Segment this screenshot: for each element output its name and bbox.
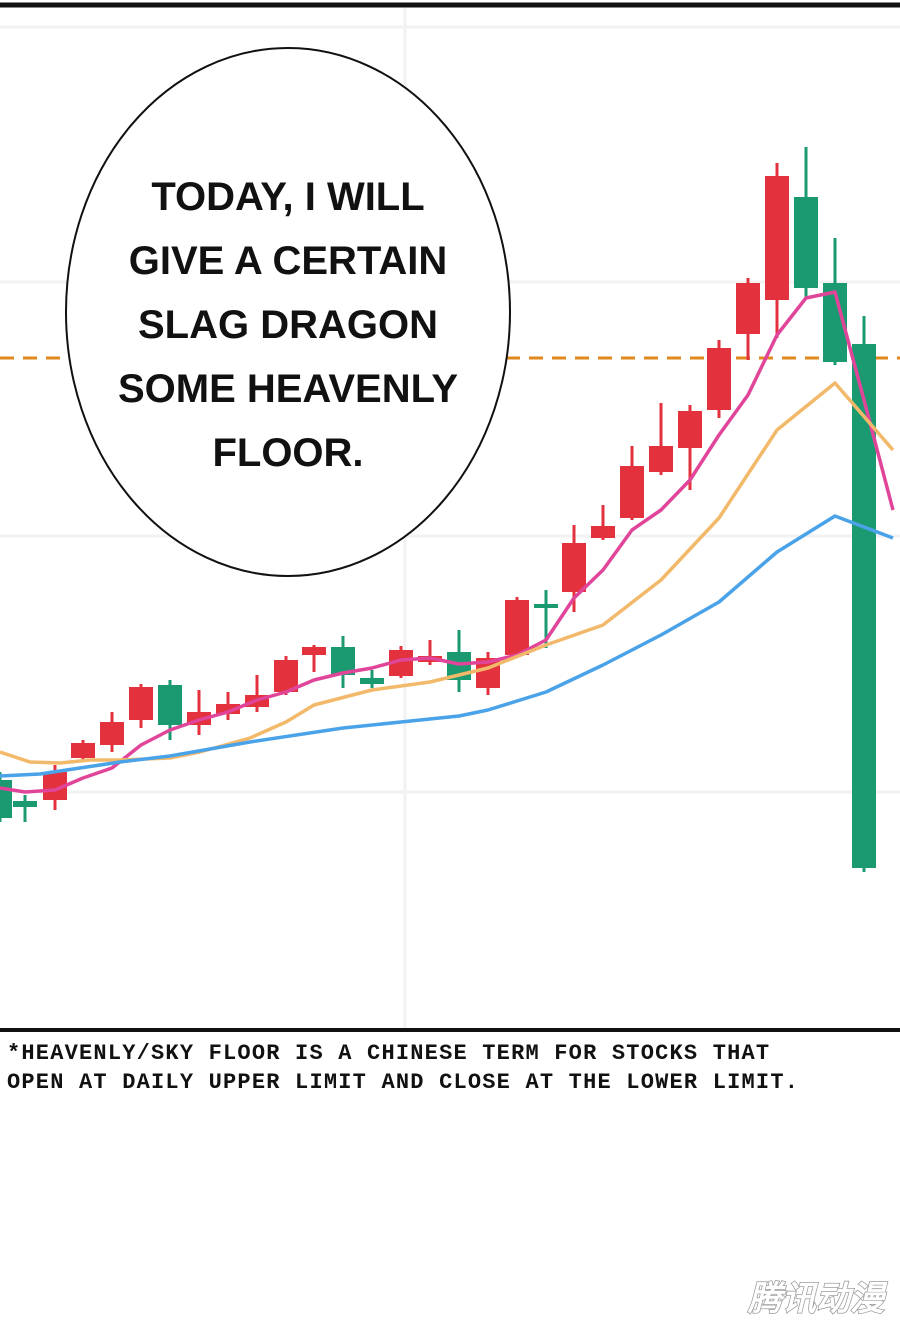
candle-body bbox=[591, 526, 615, 538]
candle-body bbox=[360, 678, 384, 684]
candle-body bbox=[0, 780, 12, 818]
moving-average bbox=[0, 381, 895, 765]
bubble-line: TODAY, I WILL bbox=[151, 175, 424, 219]
candle-body bbox=[736, 283, 760, 334]
candle-body bbox=[765, 176, 789, 300]
bubble-line: FLOOR. bbox=[212, 431, 363, 475]
candle-body bbox=[274, 660, 298, 692]
candle-body bbox=[158, 685, 182, 725]
candle-body bbox=[707, 348, 731, 410]
footnote-line: OPEN AT DAILY UPPER LIMIT AND CLOSE AT T… bbox=[7, 1070, 799, 1095]
candle-body bbox=[505, 600, 529, 655]
bubble-line: SLAG DRAGON bbox=[138, 303, 438, 347]
bubble-line: GIVE A CERTAIN bbox=[129, 239, 448, 283]
candle-body bbox=[13, 801, 37, 807]
candle-body bbox=[302, 647, 326, 655]
moving-average bbox=[0, 290, 895, 794]
moving-average bbox=[0, 514, 894, 778]
speech-bubble: TODAY, I WILL GIVE A CERTAIN SLAG DRAGON… bbox=[65, 47, 511, 577]
candle-body bbox=[100, 722, 124, 745]
watermark: 腾讯动漫 bbox=[747, 1279, 888, 1319]
candlestick-chart bbox=[0, 8, 900, 1030]
candle-body bbox=[562, 543, 586, 592]
candle-body bbox=[216, 704, 240, 714]
candle-body bbox=[129, 687, 153, 720]
candle-body bbox=[71, 743, 95, 758]
bubble-line: SOME HEAVENLY bbox=[118, 367, 458, 411]
candle-body bbox=[794, 197, 818, 288]
footnote-line: *HEAVENLY/SKY FLOOR IS A CHINESE TERM FO… bbox=[7, 1041, 770, 1066]
candle-body bbox=[852, 344, 876, 868]
candle-body bbox=[620, 466, 644, 518]
bubble-outline bbox=[65, 47, 511, 577]
candle-body bbox=[534, 604, 558, 608]
candle-body bbox=[678, 411, 702, 448]
candle-body bbox=[649, 446, 673, 472]
